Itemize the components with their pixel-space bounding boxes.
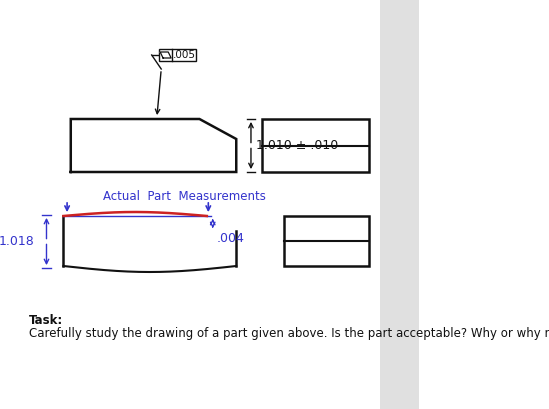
Text: .005: .005: [172, 50, 195, 60]
Bar: [380, 0, 419, 409]
Bar: [262, 119, 368, 172]
Text: 1.018: 1.018: [0, 235, 35, 248]
Text: 1.010 ± .010: 1.010 ± .010: [256, 139, 338, 152]
Bar: [159, 49, 196, 61]
Text: Carefully study the drawing of a part given above. Is the part acceptable? Why o: Carefully study the drawing of a part gi…: [29, 327, 549, 340]
Polygon shape: [160, 52, 171, 58]
Bar: [284, 216, 368, 266]
Text: .004: .004: [216, 232, 244, 245]
Text: Task:: Task:: [29, 314, 63, 327]
Text: Actual  Part  Measurements: Actual Part Measurements: [103, 189, 266, 202]
Polygon shape: [71, 119, 236, 172]
